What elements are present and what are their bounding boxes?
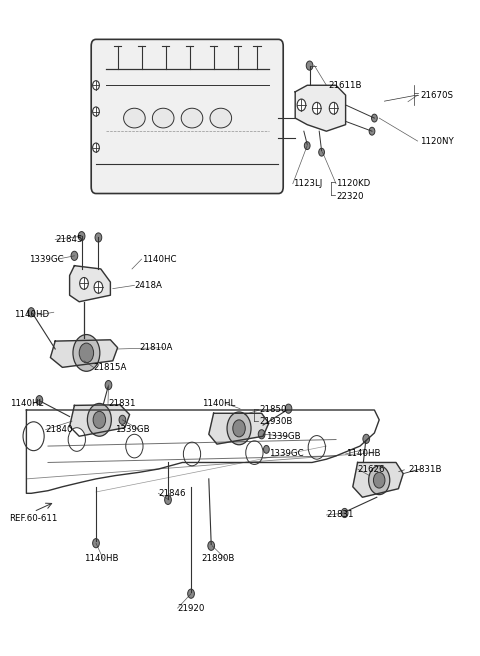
Polygon shape: [209, 413, 269, 444]
Ellipse shape: [124, 108, 145, 128]
Ellipse shape: [181, 108, 203, 128]
Circle shape: [297, 99, 306, 111]
Circle shape: [369, 127, 375, 135]
Circle shape: [93, 81, 99, 90]
FancyBboxPatch shape: [91, 39, 283, 194]
Text: 1140HD: 1140HD: [14, 310, 49, 319]
Circle shape: [246, 441, 263, 464]
Circle shape: [233, 420, 245, 437]
Circle shape: [68, 428, 85, 451]
Text: 22320: 22320: [336, 192, 363, 201]
Circle shape: [341, 508, 348, 518]
Circle shape: [264, 445, 269, 453]
Polygon shape: [70, 405, 130, 436]
Text: 21831: 21831: [108, 399, 135, 408]
Text: 21846: 21846: [158, 489, 186, 498]
Circle shape: [329, 102, 338, 114]
Circle shape: [73, 335, 100, 371]
Text: 1140HB: 1140HB: [84, 554, 119, 564]
Circle shape: [80, 277, 88, 289]
Text: 21920: 21920: [178, 604, 205, 613]
Text: 1339GB: 1339GB: [115, 425, 150, 434]
Circle shape: [312, 102, 321, 114]
Ellipse shape: [153, 108, 174, 128]
Text: 21831: 21831: [326, 510, 354, 520]
Circle shape: [227, 412, 251, 445]
Text: 1120NY: 1120NY: [420, 136, 454, 146]
Circle shape: [36, 396, 43, 405]
Circle shape: [369, 466, 390, 495]
Text: 21670S: 21670S: [420, 91, 453, 100]
Text: 21611B: 21611B: [329, 81, 362, 90]
Circle shape: [105, 380, 112, 390]
Circle shape: [79, 343, 94, 363]
Circle shape: [208, 541, 215, 550]
Polygon shape: [70, 266, 110, 302]
Polygon shape: [295, 85, 346, 131]
Text: 1140HL: 1140HL: [10, 399, 43, 408]
Circle shape: [306, 61, 313, 70]
Circle shape: [71, 251, 78, 260]
Circle shape: [126, 434, 143, 458]
Polygon shape: [50, 340, 118, 367]
Circle shape: [285, 404, 292, 413]
Text: 1140HB: 1140HB: [346, 449, 380, 459]
Text: 21810A: 21810A: [139, 343, 173, 352]
Circle shape: [373, 472, 385, 488]
Circle shape: [94, 281, 103, 293]
Circle shape: [119, 415, 126, 424]
Circle shape: [93, 411, 106, 428]
Text: 21626: 21626: [358, 464, 385, 474]
Text: 1339GB: 1339GB: [266, 432, 301, 441]
Circle shape: [95, 233, 102, 242]
Text: 21850: 21850: [259, 405, 287, 415]
Text: 21815A: 21815A: [94, 363, 127, 372]
Text: REF.60-611: REF.60-611: [10, 514, 58, 523]
Circle shape: [308, 436, 325, 459]
Text: 21930B: 21930B: [259, 417, 293, 426]
Circle shape: [78, 232, 85, 241]
Circle shape: [93, 143, 99, 152]
Circle shape: [258, 430, 265, 439]
Circle shape: [165, 495, 171, 504]
Circle shape: [28, 308, 35, 317]
Text: 21840: 21840: [46, 425, 73, 434]
Text: 2418A: 2418A: [134, 281, 162, 290]
Text: 1140HC: 1140HC: [142, 255, 176, 264]
Text: 1339GC: 1339GC: [29, 255, 63, 264]
Text: 1120KD: 1120KD: [336, 179, 370, 188]
Circle shape: [319, 148, 324, 156]
Circle shape: [183, 442, 201, 466]
Circle shape: [93, 539, 99, 548]
Text: 21890B: 21890B: [202, 554, 235, 564]
Text: 1123LJ: 1123LJ: [293, 179, 322, 188]
Circle shape: [87, 403, 111, 436]
Circle shape: [93, 107, 99, 116]
Circle shape: [304, 142, 310, 150]
Text: 21845: 21845: [55, 235, 83, 244]
Circle shape: [363, 434, 370, 443]
Circle shape: [188, 589, 194, 598]
Text: 21831B: 21831B: [408, 464, 442, 474]
Ellipse shape: [210, 108, 232, 128]
Polygon shape: [353, 462, 403, 497]
Text: 1339GC: 1339GC: [269, 449, 303, 459]
Circle shape: [372, 114, 377, 122]
Text: 1140HL: 1140HL: [202, 399, 235, 408]
